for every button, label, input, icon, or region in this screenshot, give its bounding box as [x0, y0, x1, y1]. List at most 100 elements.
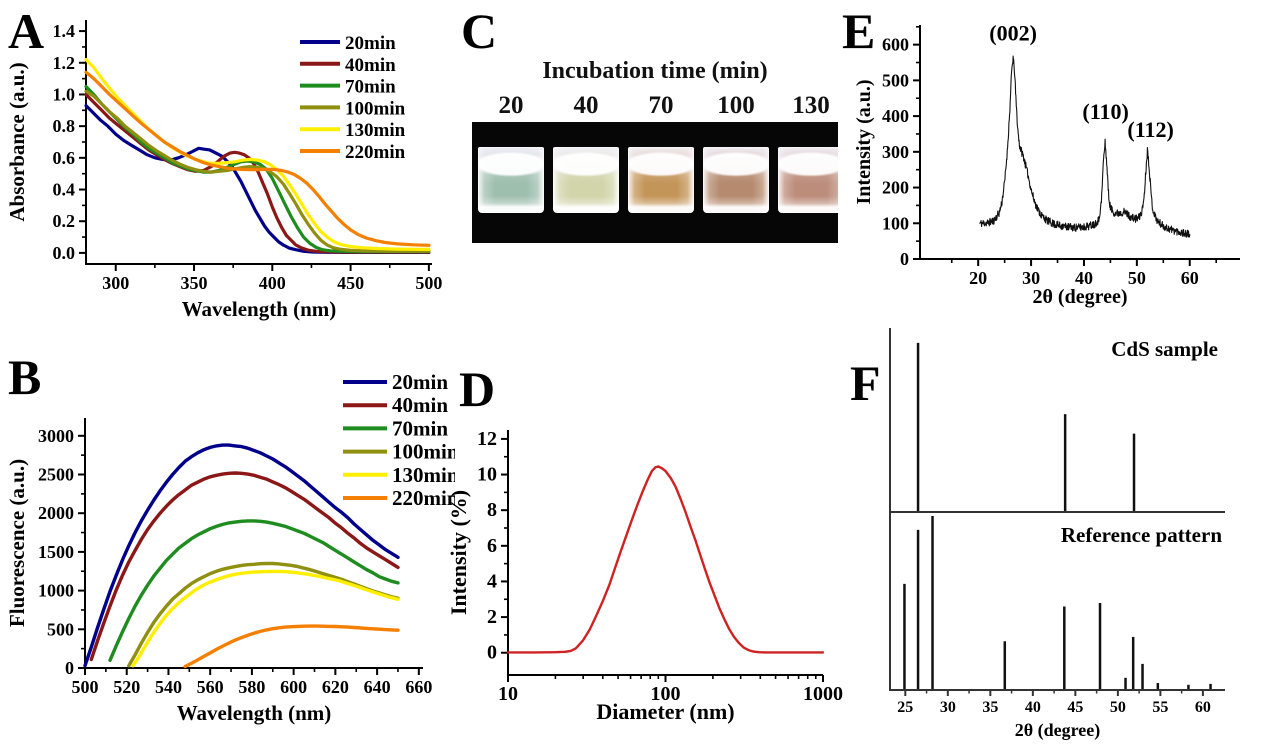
x-tick-label: 500: [72, 677, 99, 697]
cuvette-photo-strip: [472, 122, 838, 243]
legend-label: 20min: [392, 370, 448, 394]
series-70min: [108, 519, 400, 662]
panel-d-dls: 10 100 1000 0 2 4 6 8 10 12 Diameter (nm) Intensity…: [440, 330, 860, 746]
legend-label: 220min: [345, 142, 406, 163]
y-tick-label: 2: [487, 606, 497, 628]
x-tick-label: 580: [238, 677, 265, 697]
axis-frame: [889, 328, 1225, 691]
stick-pattern-chart: 25 30 35 40 45 50 55 60 2θ (degree) CdS sample Ref…: [889, 328, 1225, 741]
x-tick-label: 60: [1181, 268, 1199, 288]
incubation-time-label: 20: [498, 92, 524, 119]
legend-label: 100min: [392, 440, 455, 464]
x-tick-label: 35: [982, 699, 998, 716]
panel-label-f: F: [850, 355, 881, 411]
incubation-time-label: 40: [573, 92, 599, 119]
y-tick-label: 0.4: [53, 180, 76, 200]
x-tick-label: 620: [322, 677, 349, 697]
uvvis-absorbance-chart: 300 350 400 450 500 0.0 0.2 0.4 0.6 0.8 1.0 1.2 1.4 W…: [5, 20, 442, 321]
panel-f-stick-patterns: 25 30 35 40 45 50 55 60 2θ (degree) CdS sample Ref…: [860, 320, 1269, 746]
y-tick-label: 12: [477, 428, 497, 450]
series-40min: [89, 471, 400, 662]
axis-frame: [85, 20, 432, 265]
series-size distribution: [506, 465, 825, 654]
y-tick-label: 500: [47, 619, 74, 639]
y-axis-label: Intensity (a.u.): [853, 79, 875, 204]
x-tick-label: 30: [940, 699, 956, 716]
peak-annotation: (110): [1082, 99, 1128, 124]
legend-label: 70min: [345, 77, 396, 98]
panel-e-xrd: 20 30 40 50 60 0 100 200 300 400 500 600 2θ (degree)…: [840, 0, 1269, 330]
series-220min: [84, 70, 431, 247]
x-tick-label: 40: [1075, 268, 1093, 288]
panel-a-uvvis: 300 350 400 450 500 0.0 0.2 0.4 0.6 0.8 1.0 1.2 1.4 W…: [0, 0, 445, 330]
panel-b-fluorescence: 500 520 540 560 580 600 620 640 660 0 500 1000 1500 2…: [0, 330, 455, 746]
y-tick-label: 6: [487, 535, 497, 557]
panel-c-photo: Incubation time (min) 20 40 70 100 130: [445, 0, 840, 330]
x-axis-label: Wavelength (nm): [182, 297, 337, 321]
x-tick-label: 450: [337, 273, 364, 293]
y-tick-label: 1.0: [53, 84, 76, 104]
x-tick-label: 560: [197, 677, 224, 697]
x-tick-label: 50: [1110, 699, 1126, 716]
y-tick-label: 4: [487, 570, 497, 592]
axis-frame: [919, 25, 1240, 260]
y-tick-label: 0.2: [53, 211, 76, 231]
legend-label: 20min: [345, 33, 396, 54]
legend-label: 130min: [345, 120, 406, 141]
peak-annotation: (002): [989, 20, 1037, 45]
subpanel-label: CdS sample: [1111, 337, 1218, 361]
cuvette-sample-40min: [553, 147, 619, 213]
legend-label: 40min: [392, 393, 448, 417]
y-axis-label: Intensity (%): [446, 490, 471, 615]
x-tick-label: 660: [405, 677, 432, 697]
fluorescence-chart: 500 520 540 560 580 600 620 640 6600500100015002…: [5, 370, 455, 725]
x-tick-label: 60: [1195, 699, 1211, 716]
y-tick-label: 0: [65, 658, 74, 678]
series-20min: [83, 443, 400, 668]
panel-label-d: D: [459, 361, 496, 417]
x-tick-label: 40: [1025, 699, 1041, 716]
panel-label-a: A: [8, 3, 45, 59]
y-tick-label: 1.4: [53, 21, 76, 41]
x-tick-label: 30: [1022, 268, 1040, 288]
x-tick-label: 45: [1067, 699, 1083, 716]
x-tick-label: 400: [259, 273, 286, 293]
panel-label-e: E: [842, 3, 876, 59]
x-tick-label: 25: [897, 699, 913, 716]
panel-label-b: B: [8, 349, 42, 405]
panel-label-c: C: [461, 3, 498, 59]
series-70min: [84, 84, 431, 254]
legend-label: 220min: [392, 486, 455, 510]
incubation-title: Incubation time (min): [542, 58, 768, 84]
y-tick-label: 600: [882, 35, 909, 55]
x-tick-label: 10: [498, 683, 518, 705]
x-axis-label: Wavelength (nm): [177, 701, 332, 725]
x-tick-label: 55: [1152, 699, 1168, 716]
x-tick-label: 50: [1128, 268, 1146, 288]
y-tick-label: 2500: [38, 465, 74, 485]
cuvette-sample-20min: [478, 147, 544, 213]
y-tick-label: 200: [882, 178, 909, 198]
y-tick-label: 500: [882, 70, 909, 90]
cuvette-sample-70min: [628, 147, 694, 213]
cuvette-sample-100min: [703, 147, 769, 213]
x-tick-label: 540: [155, 677, 182, 697]
y-tick-label: 8: [487, 499, 497, 521]
y-axis-label: Absorbance (a.u.): [5, 62, 29, 221]
legend-label: 40min: [345, 55, 396, 76]
legend-label: 100min: [345, 98, 406, 119]
x-tick-label: 640: [364, 677, 391, 697]
incubation-time-label: 130: [792, 92, 830, 119]
x-tick-label: 100: [651, 683, 681, 705]
x-axis-label: Diameter (nm): [596, 699, 734, 724]
y-tick-label: 0.6: [53, 148, 76, 168]
x-tick-label: 1000: [803, 683, 843, 705]
x-tick-label: 20: [969, 268, 987, 288]
incubation-time-label: 100: [717, 92, 755, 119]
y-tick-label: 0.0: [53, 243, 76, 263]
y-tick-label: 2000: [38, 503, 74, 523]
y-tick-label: 3000: [38, 426, 74, 446]
y-tick-label: 10: [477, 464, 497, 486]
